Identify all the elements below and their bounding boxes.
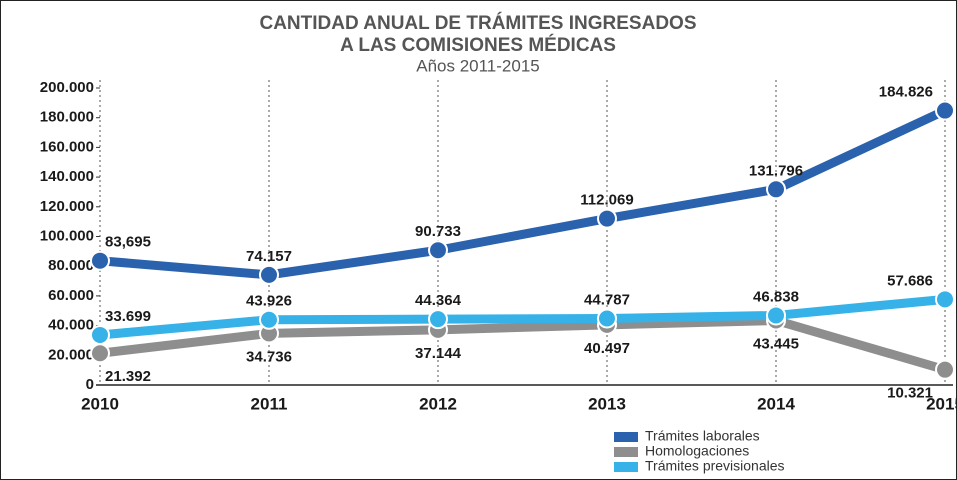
x-tick-label: 2013 — [588, 394, 626, 413]
data-point — [597, 308, 617, 329]
y-tick-label: 180.000 — [40, 109, 94, 126]
chart-title: CANTIDAD ANUAL DE TRÁMITES INGRESADOS — [259, 12, 696, 34]
legend-label: Trámites laborales — [645, 428, 760, 444]
value-label: 40.497 — [584, 340, 630, 357]
series-line — [99, 315, 947, 374]
value-label: 57.686 — [887, 272, 933, 289]
legend-swatch — [614, 432, 638, 442]
value-label: 44.364 — [415, 292, 462, 309]
value-label: 43.926 — [246, 293, 292, 310]
y-tick-label: 160.000 — [40, 138, 94, 155]
x-tick-label: 2012 — [419, 394, 457, 413]
x-tick-label: 2011 — [251, 394, 288, 413]
legend-swatch — [614, 462, 638, 472]
legend-label: Homologaciones — [645, 443, 749, 459]
data-point — [259, 309, 279, 330]
value-label: 74.157 — [246, 248, 292, 265]
x-tick-label: 2014 — [757, 394, 795, 413]
x-tick-label: 2010 — [81, 394, 119, 413]
data-point — [90, 250, 110, 271]
value-label: 34.736 — [246, 348, 292, 365]
value-label: 90.733 — [415, 223, 461, 240]
data-point — [766, 305, 786, 326]
data-point — [90, 343, 110, 364]
value-label: 46.838 — [753, 288, 799, 305]
series-line — [99, 294, 946, 340]
data-point — [597, 208, 617, 229]
y-tick-label: 100.000 — [40, 227, 94, 244]
y-tick-label: 40.000 — [48, 317, 94, 334]
data-point — [935, 100, 955, 121]
value-label: 112.069 — [580, 192, 633, 209]
y-tick-label: 60.000 — [48, 287, 94, 304]
legend-swatch — [614, 447, 638, 457]
value-label: 131.796 — [749, 162, 803, 179]
y-tick-label: 200.000 — [40, 79, 94, 96]
data-point — [428, 309, 448, 330]
value-label: 83,695 — [105, 234, 151, 251]
data-point — [935, 359, 955, 380]
y-tick-label: 80.000 — [48, 257, 94, 274]
value-label: 21.392 — [105, 368, 151, 385]
value-label: 37.144 — [415, 345, 462, 362]
value-label: 10.321 — [887, 385, 933, 402]
chart-subtitle: Años 2011-2015 — [416, 56, 540, 75]
series-line — [99, 106, 947, 280]
data-point — [428, 240, 448, 261]
value-label: 44.787 — [584, 291, 630, 308]
chart-title-line2: A LAS COMISIONES MÉDICAS — [340, 34, 616, 56]
value-label: 33.699 — [105, 308, 151, 325]
data-point — [259, 264, 279, 285]
data-point — [766, 179, 786, 200]
value-label: 43.445 — [753, 335, 799, 352]
x-tick-label: 2015 — [926, 394, 957, 413]
y-tick-label: 140.000 — [40, 168, 94, 185]
y-tick-label: 0 — [86, 376, 94, 393]
y-tick-label: 120.000 — [40, 198, 94, 215]
data-point — [935, 289, 955, 310]
legend-label: Trámites previsionales — [645, 458, 785, 474]
value-label: 184.826 — [879, 84, 933, 101]
data-point — [90, 324, 110, 345]
y-tick-label: 20.000 — [48, 346, 94, 363]
